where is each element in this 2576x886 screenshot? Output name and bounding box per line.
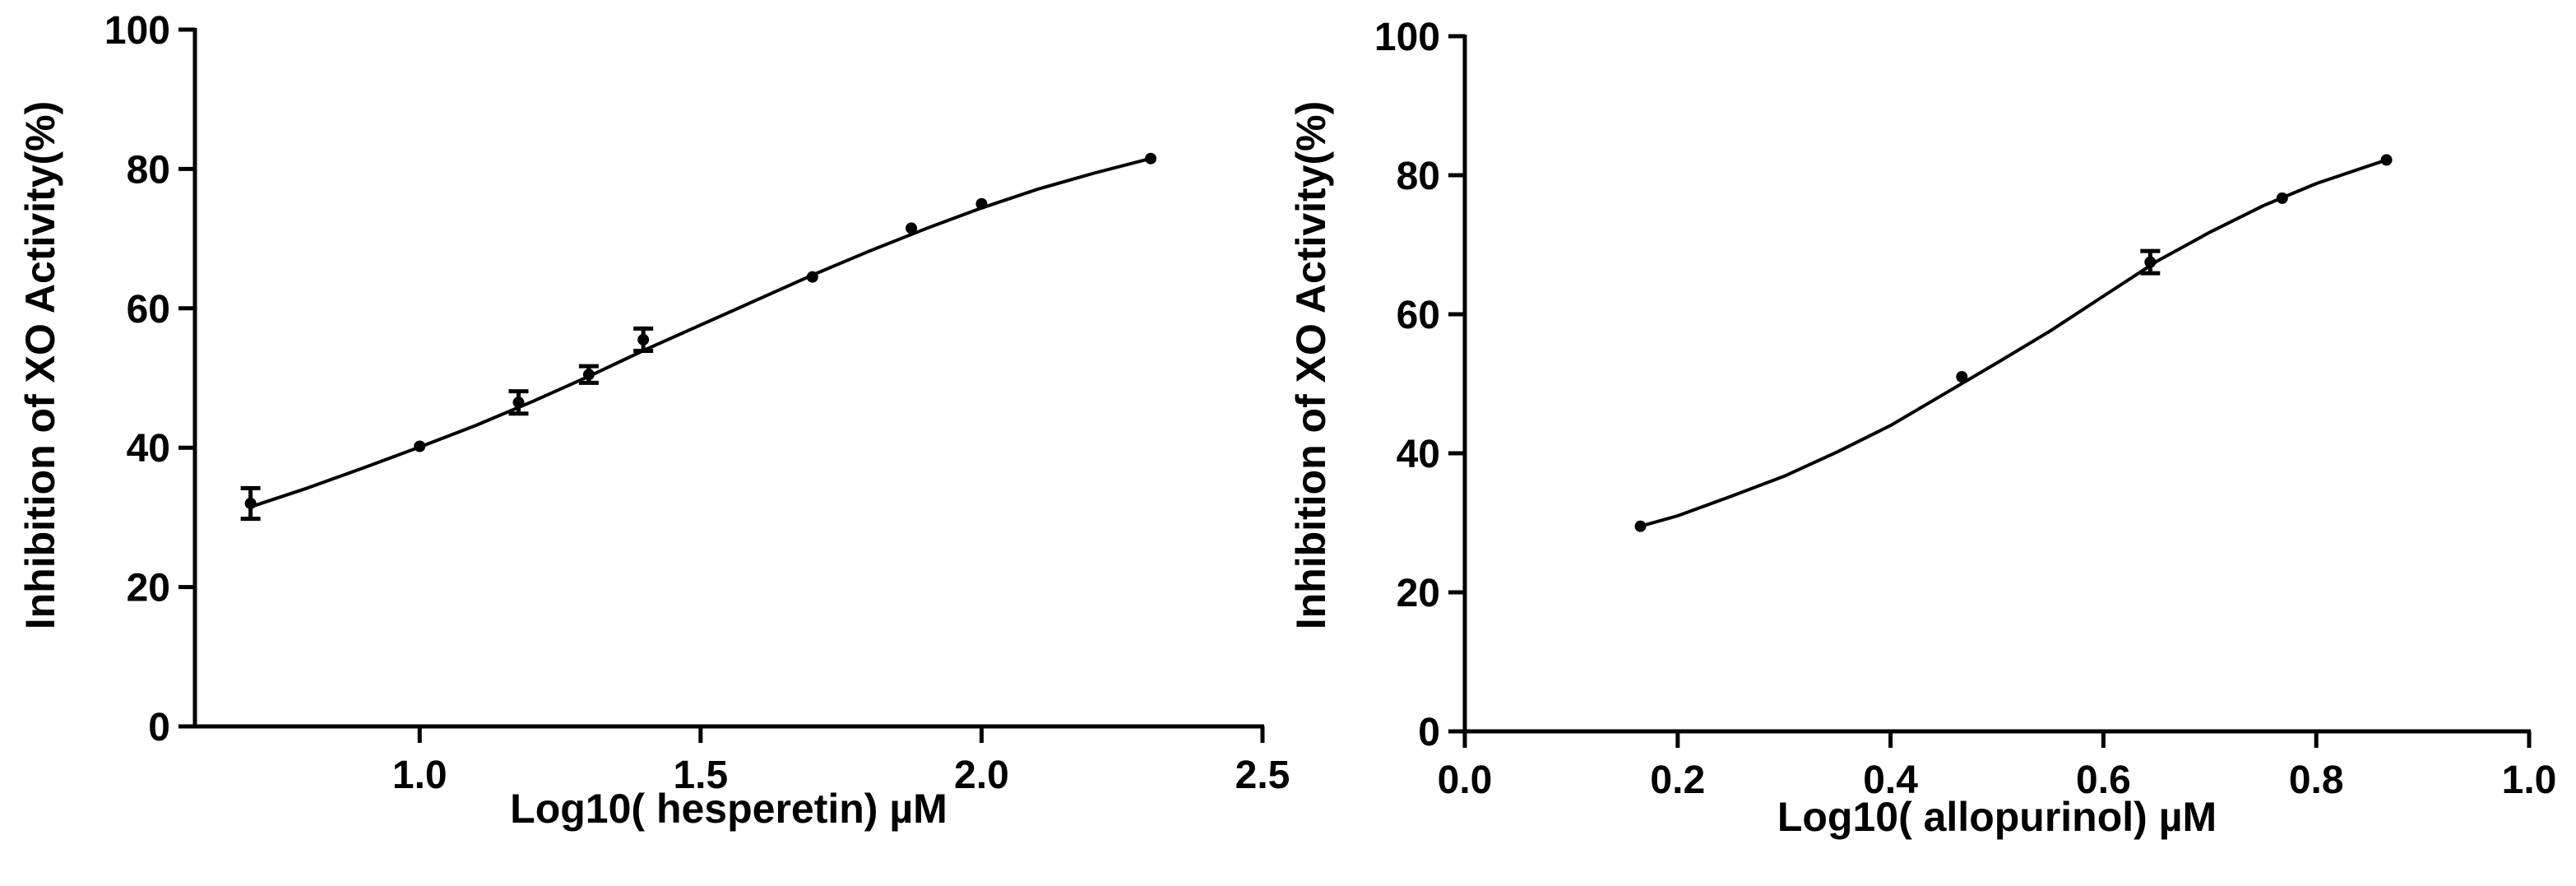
y-tick-label: 20 bbox=[1397, 572, 1440, 615]
data-point bbox=[2144, 256, 2157, 268]
data-point bbox=[906, 222, 918, 234]
data-point bbox=[512, 397, 525, 409]
x-axis-title: Log10( allopurinol) µM bbox=[1777, 794, 2217, 840]
x-tick-label: 0.8 bbox=[2289, 758, 2344, 802]
y-tick-label: 0 bbox=[148, 706, 170, 749]
y-axis-title: Inhibition of XO Activity(%) bbox=[17, 101, 63, 630]
fit-curve bbox=[249, 156, 1151, 509]
y-tick-label: 80 bbox=[1397, 155, 1440, 198]
y-tick-label: 100 bbox=[104, 9, 170, 53]
x-tick-label: 0.6 bbox=[2076, 758, 2131, 802]
x-tick-label: 2.0 bbox=[954, 754, 1009, 797]
data-point bbox=[637, 333, 650, 346]
data-point bbox=[975, 197, 988, 210]
x-axis-title: Log10( hesperetin) µM bbox=[510, 786, 947, 832]
data-point bbox=[1145, 152, 1157, 165]
fit-curve bbox=[1639, 158, 2388, 528]
data-point bbox=[1634, 520, 1647, 532]
y-tick-label: 40 bbox=[1397, 433, 1440, 476]
data-point bbox=[244, 497, 257, 509]
chart-panel-allopurinol: 0 20 40 60 80 100 0.0 0.2 0.4 0.6 0.8 1.0 Log10( all… bbox=[1288, 16, 2556, 840]
y-tick-label: 100 bbox=[1374, 16, 1440, 59]
data-point bbox=[582, 369, 595, 381]
y-tick-label: 80 bbox=[127, 148, 170, 192]
data-point bbox=[414, 440, 426, 452]
y-tick-label: 60 bbox=[127, 288, 170, 332]
data-point bbox=[2276, 192, 2288, 204]
x-tick-label: 1.0 bbox=[392, 754, 447, 797]
x-tick-label: 0.0 bbox=[1438, 758, 1493, 802]
y-axis-title: Inhibition of XO Activity(%) bbox=[1288, 101, 1334, 630]
y-tick-label: 20 bbox=[127, 567, 170, 610]
y-tick-label: 60 bbox=[1397, 294, 1440, 337]
x-tick-label: 2.5 bbox=[1235, 754, 1290, 797]
x-tick-label: 1.5 bbox=[673, 754, 728, 797]
x-tick-label: 0.4 bbox=[1863, 758, 1918, 802]
chart-panel-hesperetin: 0 20 40 60 80 100 1.0 1.5 2.0 2.5 Log10( hespereti… bbox=[17, 9, 1290, 832]
data-point bbox=[806, 271, 818, 283]
data-point bbox=[2380, 154, 2393, 166]
x-tick-label: 0.2 bbox=[1650, 758, 1705, 802]
y-tick-label: 40 bbox=[127, 427, 170, 471]
y-tick-label: 0 bbox=[1418, 711, 1440, 754]
data-point bbox=[1956, 371, 1968, 383]
x-tick-label: 1.0 bbox=[2502, 758, 2557, 802]
